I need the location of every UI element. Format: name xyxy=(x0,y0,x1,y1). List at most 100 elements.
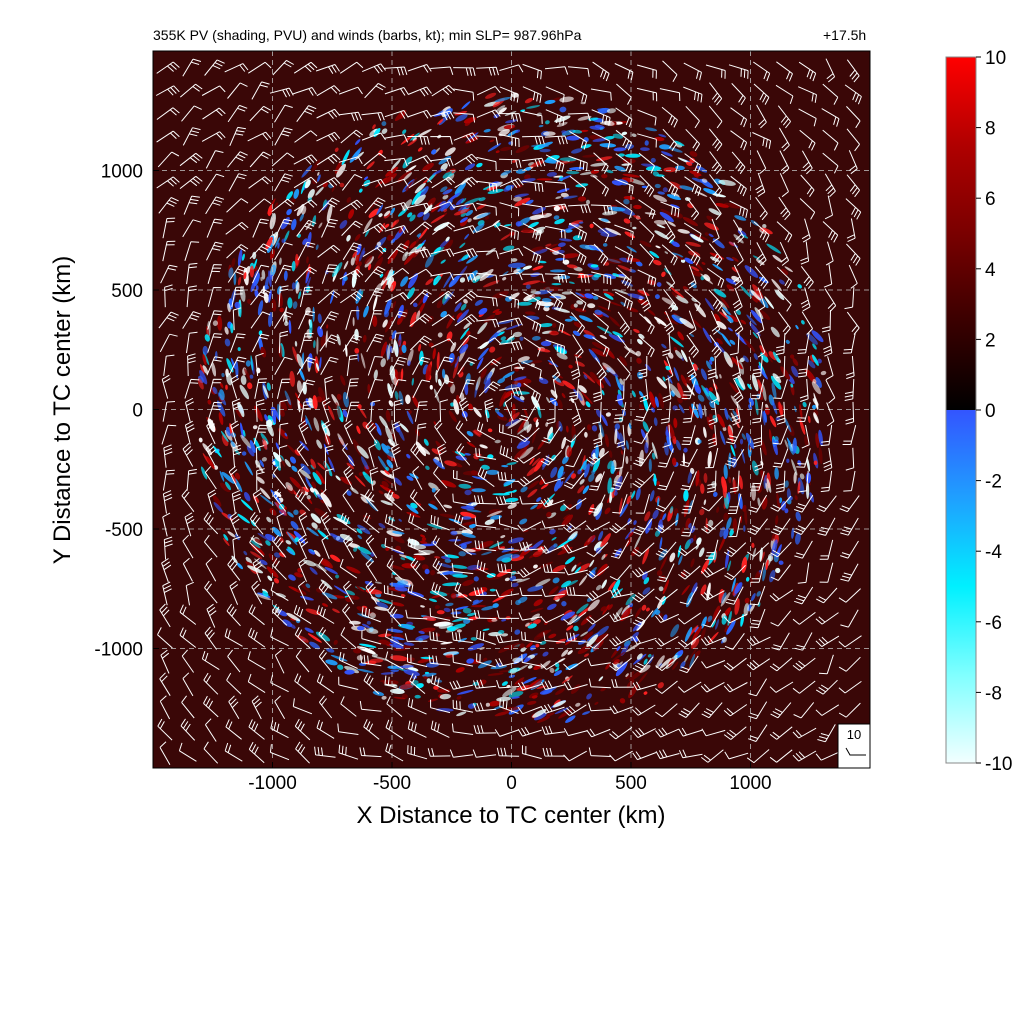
wind-barb xyxy=(497,563,520,574)
pv-blob xyxy=(568,531,578,541)
wind-barb xyxy=(324,375,333,399)
pv-blob xyxy=(519,518,528,525)
wind-barb xyxy=(321,534,330,559)
pv-blob xyxy=(235,360,239,379)
pv-blob xyxy=(556,352,568,360)
y-axis-label: Y Distance to TC center (km) xyxy=(49,256,76,565)
wind-barb xyxy=(384,178,409,187)
pv-blob xyxy=(255,285,259,291)
pv-blob xyxy=(309,567,318,575)
wind-barb xyxy=(204,626,218,650)
pv-blob xyxy=(497,415,508,421)
wind-barb xyxy=(162,217,176,239)
pv-blob xyxy=(583,653,590,657)
pv-blob xyxy=(560,611,576,621)
wind-barb xyxy=(385,651,404,670)
wind-barb xyxy=(297,465,308,490)
pv-blob xyxy=(470,637,478,641)
wind-barb xyxy=(563,704,587,716)
wind-barb xyxy=(523,245,542,265)
wind-barb xyxy=(586,521,610,532)
pv-blob xyxy=(744,597,750,604)
pv-blob xyxy=(530,272,541,278)
pv-blob xyxy=(496,568,512,577)
pv-blob xyxy=(696,537,702,546)
pv-blob xyxy=(587,117,599,121)
wind-barb xyxy=(276,512,285,537)
wind-barb xyxy=(825,356,834,381)
pv-blob xyxy=(623,195,635,200)
pv-blob xyxy=(577,563,591,573)
wind-barb xyxy=(792,612,816,625)
pv-blob xyxy=(546,397,550,403)
wind-barb xyxy=(163,536,173,560)
pv-blob xyxy=(344,665,360,674)
pv-blob xyxy=(598,676,604,682)
pv-blob xyxy=(593,541,603,551)
pv-blob xyxy=(703,405,707,417)
pv-blob xyxy=(230,323,234,334)
pv-blob xyxy=(234,472,241,480)
pv-blob xyxy=(658,613,663,619)
pv-blob xyxy=(487,672,504,676)
wind-barb xyxy=(255,445,265,468)
pv-blob xyxy=(489,139,495,143)
pv-blob xyxy=(503,124,516,130)
pv-blob xyxy=(474,299,483,306)
pv-blob xyxy=(531,457,541,467)
pv-blob xyxy=(771,382,777,399)
pv-blob xyxy=(624,153,641,158)
pv-blob xyxy=(299,582,311,593)
wind-barb xyxy=(517,681,542,691)
pv-blob xyxy=(587,303,596,309)
wind-barb xyxy=(477,337,501,349)
pv-blob xyxy=(219,482,231,493)
wind-barb xyxy=(274,242,293,261)
pv-blob xyxy=(358,643,377,648)
pv-blob xyxy=(399,683,415,690)
pv-blob xyxy=(614,288,630,295)
wind-barb xyxy=(750,470,765,491)
pv-blob xyxy=(791,459,798,476)
pv-blob xyxy=(665,365,671,371)
pv-blob xyxy=(435,708,454,712)
pv-blob xyxy=(678,554,683,566)
pv-blob xyxy=(659,537,663,550)
pv-blob xyxy=(515,145,530,153)
wind-barb xyxy=(393,399,403,422)
pv-blob xyxy=(671,291,678,298)
wind-barb xyxy=(700,749,724,763)
pv-blob xyxy=(797,284,802,289)
wind-barb xyxy=(476,135,499,146)
wind-barb xyxy=(518,612,542,621)
pv-blob xyxy=(601,414,608,427)
wind-barb xyxy=(499,158,522,168)
pv-blob xyxy=(729,382,740,395)
pv-blob xyxy=(407,139,418,146)
pv-blob xyxy=(694,233,709,241)
wind-barb xyxy=(709,82,723,106)
wind-barb xyxy=(182,534,194,559)
wind-barb xyxy=(664,219,676,244)
wind-barb xyxy=(724,751,749,760)
pv-blob xyxy=(662,376,666,382)
pv-blob xyxy=(265,533,276,542)
pv-blob xyxy=(408,246,418,257)
wind-barb xyxy=(365,534,378,559)
pv-blob xyxy=(417,211,425,218)
wind-barb xyxy=(342,334,362,352)
pv-blob xyxy=(460,506,475,510)
wind-barb xyxy=(655,588,678,603)
wind-barb xyxy=(410,443,425,466)
wind-barb xyxy=(572,334,584,358)
wind-barb xyxy=(365,580,378,605)
pv-blob xyxy=(249,265,255,278)
wind-barb xyxy=(231,490,242,514)
pv-blob xyxy=(375,177,388,188)
wind-barb xyxy=(273,311,294,329)
wind-barb xyxy=(848,150,858,175)
pv-blob xyxy=(216,400,226,417)
pv-blob xyxy=(683,447,688,453)
pv-blob xyxy=(207,399,212,405)
pv-blob xyxy=(286,191,294,201)
